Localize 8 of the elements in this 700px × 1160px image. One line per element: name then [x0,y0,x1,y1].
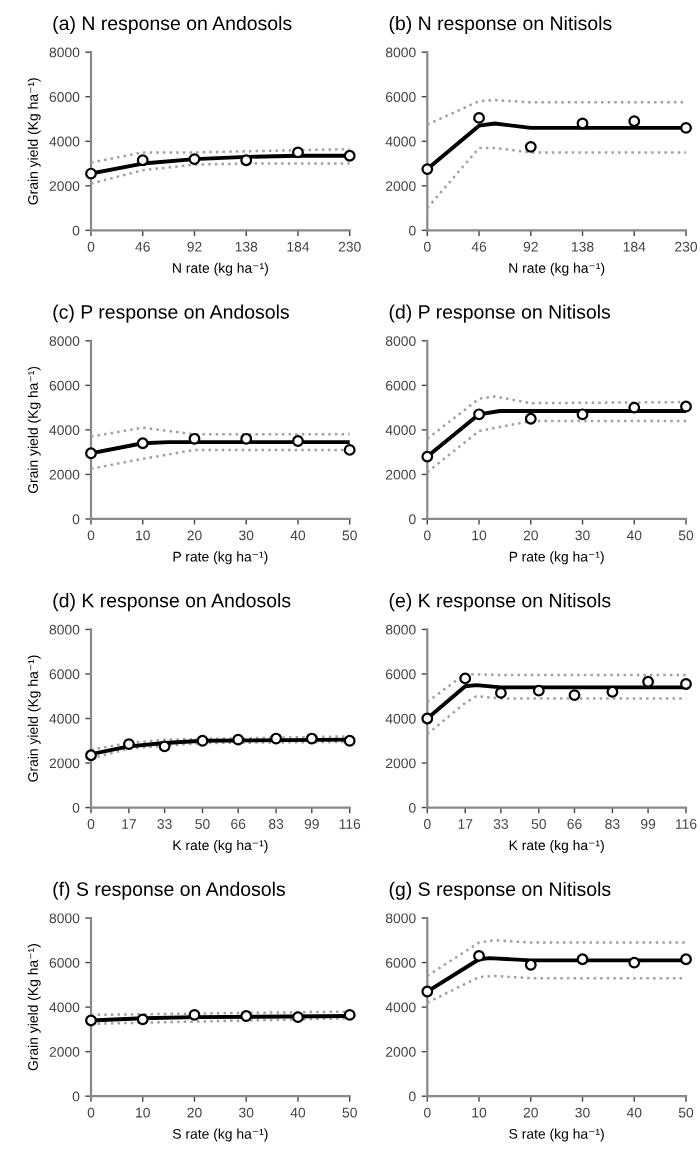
chart-title: (c) P response on Andosols [53,304,289,323]
chart-title: (a) N response on Andosols [53,15,292,35]
chart-title: (b) N response on Nitisols [389,15,612,35]
chart-title: (f) S response on Andosols [53,881,285,900]
chart-title: (d) K response on Andosols [53,593,291,612]
chart-title: (g) S response on Nitisols [389,881,611,900]
chart-title: (e) K response on Nitisols [389,593,611,612]
chart-title: (d) P response on Nitisols [389,304,611,323]
